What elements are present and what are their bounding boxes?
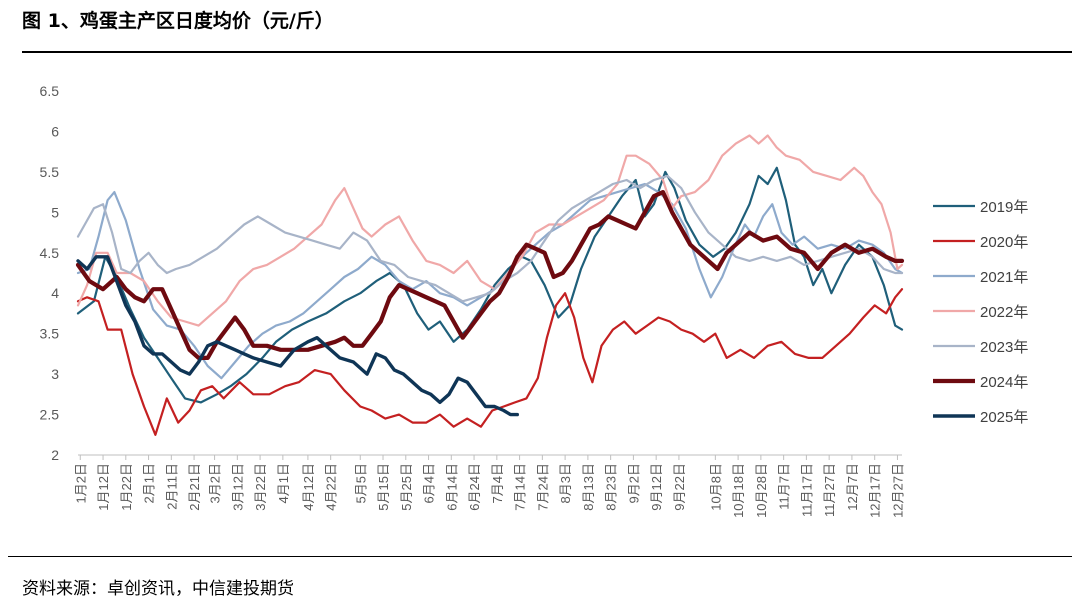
y-tick-label: 6 xyxy=(51,123,59,139)
x-tick-label: 2月11日 xyxy=(164,463,179,510)
x-tick-label: 9月22日 xyxy=(672,463,687,511)
x-tick-label: 6月4日 xyxy=(422,463,437,503)
x-tick-label: 2月1日 xyxy=(142,463,157,503)
x-tick-label: 4月22日 xyxy=(324,463,339,511)
x-tick-label: 7月24日 xyxy=(535,463,550,511)
legend-label: 2023年 xyxy=(980,339,1028,356)
x-tick-label: 7月4日 xyxy=(490,463,505,503)
x-tick-label: 5月25日 xyxy=(399,463,414,511)
x-tick-label: 5月15日 xyxy=(376,463,391,511)
x-tick-label: 10月28日 xyxy=(754,463,769,518)
series-line-6 xyxy=(75,190,905,360)
x-tick-label: 11月17日 xyxy=(799,463,814,517)
legend-label: 2025年 xyxy=(980,409,1028,426)
series-lines xyxy=(75,134,905,436)
legend-label: 2021年 xyxy=(980,269,1028,286)
legend-label: 2024年 xyxy=(980,374,1028,391)
x-tick-label: 8月3日 xyxy=(558,463,573,503)
x-tick-label: 10月8日 xyxy=(708,463,723,511)
x-tick-label: 6月24日 xyxy=(467,463,482,511)
x-tick-label: 10月18日 xyxy=(731,463,746,518)
y-tick-label: 2 xyxy=(51,447,59,463)
x-tick-label: 3月2日 xyxy=(208,463,223,503)
x-tick-label: 1月12日 xyxy=(96,463,111,511)
x-tick-label: 6月14日 xyxy=(444,463,459,511)
legend-label: 2022年 xyxy=(980,304,1028,321)
y-tick-label: 2.5 xyxy=(40,407,60,423)
legend-label: 2020年 xyxy=(980,234,1028,251)
footer-divider xyxy=(8,556,1072,557)
y-tick-label: 4 xyxy=(51,285,59,301)
x-axis: 1月2日 1月12日 1月22日 2月1日 2月11日 2月21日 3月2日 3月12日 3月2… xyxy=(73,454,905,518)
x-tick-label: 2月21日 xyxy=(187,463,202,511)
x-tick-label: 1月22日 xyxy=(119,463,134,511)
x-tick-label: 12月27日 xyxy=(890,463,905,518)
x-tick-label: 1月2日 xyxy=(73,463,88,503)
x-tick-label: 5月5日 xyxy=(353,463,368,503)
series-line-4 xyxy=(76,134,904,327)
x-tick-label: 9月2日 xyxy=(626,463,641,503)
x-tick-label: 8月23日 xyxy=(604,463,619,511)
x-tick-label: 12月17日 xyxy=(868,463,883,518)
source-note: 资料来源：卓创资讯，中信建投期货 xyxy=(22,579,294,599)
y-tick-label: 3.5 xyxy=(40,326,60,342)
y-axis: 2 2.5 3 3.5 4 4.5 5 5.5 6 6.5 xyxy=(40,83,60,463)
title-divider xyxy=(22,51,1072,53)
x-tick-label: 8月13日 xyxy=(581,463,596,511)
x-tick-label: 11月27日 xyxy=(822,463,837,517)
x-tick-label: 9月12日 xyxy=(649,463,664,511)
series-line-5 xyxy=(76,174,904,303)
x-tick-label: 7月14日 xyxy=(513,463,528,511)
series-line-1 xyxy=(76,166,904,404)
series-line-3 xyxy=(76,182,904,380)
x-tick-label: 12月7日 xyxy=(845,463,860,511)
y-tick-label: 3 xyxy=(51,366,59,382)
legend-label: 2019年 xyxy=(980,199,1028,216)
page-title: 图 1、鸡蛋主产区日度均价（元/斤） xyxy=(22,10,334,32)
series-line-7 xyxy=(76,255,519,417)
legend: 2019年 2020年 2021年 2022年 2023年 2024年 2025年 xyxy=(933,199,1028,426)
x-tick-label: 4月1日 xyxy=(276,463,291,503)
series-line-2 xyxy=(76,288,904,436)
y-tick-label: 5 xyxy=(51,204,59,220)
x-tick-label: 4月12日 xyxy=(301,463,316,511)
x-tick-label: 11月7日 xyxy=(777,463,792,510)
y-tick-label: 5.5 xyxy=(40,164,60,180)
y-tick-label: 4.5 xyxy=(40,245,60,261)
x-tick-label: 3月22日 xyxy=(253,463,268,511)
x-tick-label: 3月12日 xyxy=(230,463,245,511)
y-tick-label: 6.5 xyxy=(40,83,60,99)
